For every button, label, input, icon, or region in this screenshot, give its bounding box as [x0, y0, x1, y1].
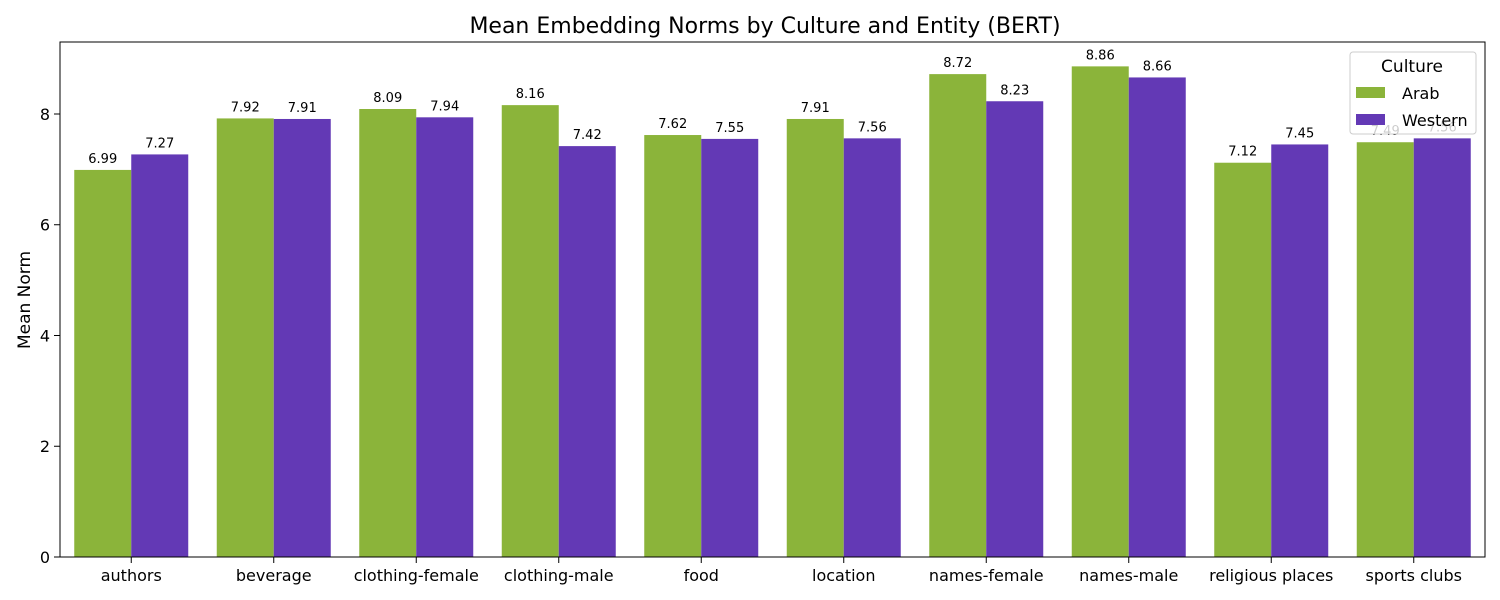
data-label-arab-location: 7.91	[801, 101, 830, 116]
bar-western-clothing-male	[558, 146, 616, 557]
x-tick-label-beverage: beverage	[236, 566, 312, 585]
x-tick-label-clothing-female: clothing-female	[354, 566, 479, 585]
data-label-arab-names-male: 8.86	[1086, 48, 1115, 63]
bars-group	[74, 66, 1471, 558]
x-tick-label-sports-clubs: sports clubs	[1366, 566, 1462, 585]
data-label-western-beverage: 7.91	[288, 101, 317, 116]
bar-western-names-male	[1128, 77, 1186, 557]
data-label-arab-clothing-female: 8.09	[373, 91, 402, 106]
y-tick-label: 4	[40, 326, 50, 345]
y-axis-label: Mean Norm	[15, 251, 35, 349]
x-tick-label-food: food	[684, 566, 719, 585]
y-tick-label: 0	[40, 548, 50, 567]
data-label-western-clothing-female: 7.94	[430, 99, 459, 114]
data-label-western-names-female: 8.23	[1000, 83, 1029, 98]
data-label-arab-authors: 6.99	[88, 152, 117, 167]
bar-arab-clothing-male	[501, 105, 559, 558]
data-label-western-location: 7.56	[858, 120, 887, 135]
bar-western-names-female	[986, 101, 1044, 557]
plot-frame	[59, 41, 1486, 558]
legend: Culture Arab Western	[1349, 51, 1477, 135]
chart-title: Mean Embedding Norms by Culture and Enti…	[469, 14, 1060, 39]
data-label-western-food: 7.55	[715, 121, 744, 136]
legend-box	[1349, 51, 1477, 135]
data-label-arab-religious-places: 7.12	[1228, 145, 1257, 160]
bar-arab-beverage	[216, 118, 274, 557]
bar-arab-authors	[74, 169, 132, 557]
data-label-western-clothing-male: 7.42	[573, 128, 602, 143]
data-label-western-names-male: 8.66	[1143, 59, 1172, 74]
bar-western-religious-places	[1271, 144, 1329, 558]
data-label-arab-food: 7.62	[658, 117, 687, 132]
bar-western-sports-clubs	[1413, 138, 1471, 557]
legend-label-western: Western	[1402, 111, 1468, 130]
y-tick-label: 2	[40, 437, 50, 456]
x-tick-label-names-female: names-female	[929, 566, 1044, 585]
bar-arab-names-female	[929, 74, 987, 557]
data-label-arab-names-female: 8.72	[943, 56, 972, 71]
bar-arab-location	[786, 118, 844, 558]
legend-title: Culture	[1381, 57, 1443, 77]
x-axis: authors beverage clothing-female clothing-m…	[101, 557, 1462, 585]
data-label-western-religious-places: 7.45	[1285, 126, 1314, 141]
bar-western-clothing-female	[416, 117, 474, 557]
y-tick-label: 6	[40, 216, 50, 235]
legend-swatch-western	[1356, 114, 1385, 125]
x-tick-label-location: location	[812, 566, 875, 585]
x-tick-label-authors: authors	[101, 566, 162, 585]
x-tick-label-clothing-male: clothing-male	[504, 566, 614, 585]
bar-arab-religious-places	[1214, 162, 1272, 557]
legend-swatch-arab	[1356, 87, 1385, 98]
x-tick-label-names-male: names-male	[1079, 566, 1178, 585]
bar-arab-sports-clubs	[1356, 142, 1414, 557]
data-label-arab-clothing-male: 8.16	[516, 87, 545, 102]
bar-western-beverage	[273, 118, 331, 558]
x-tick-label-religious-places: religious places	[1209, 566, 1333, 585]
bar-arab-clothing-female	[359, 109, 417, 558]
bar-western-food	[701, 138, 759, 557]
data-labels-group: 6.99 7.27 7.92 7.91 8.09 7.94 8.16 7.42 7.62 7.55…	[88, 48, 1456, 167]
y-axis: 0 2 4 6 8	[40, 105, 60, 567]
y-tick-label: 8	[40, 105, 50, 124]
data-label-western-authors: 7.27	[145, 136, 174, 151]
bar-western-authors	[131, 154, 189, 557]
data-label-arab-beverage: 7.92	[231, 100, 260, 115]
bar-western-location	[843, 138, 901, 557]
bar-arab-food	[644, 135, 702, 557]
bar-arab-names-male	[1071, 66, 1129, 557]
legend-label-arab: Arab	[1402, 84, 1439, 103]
